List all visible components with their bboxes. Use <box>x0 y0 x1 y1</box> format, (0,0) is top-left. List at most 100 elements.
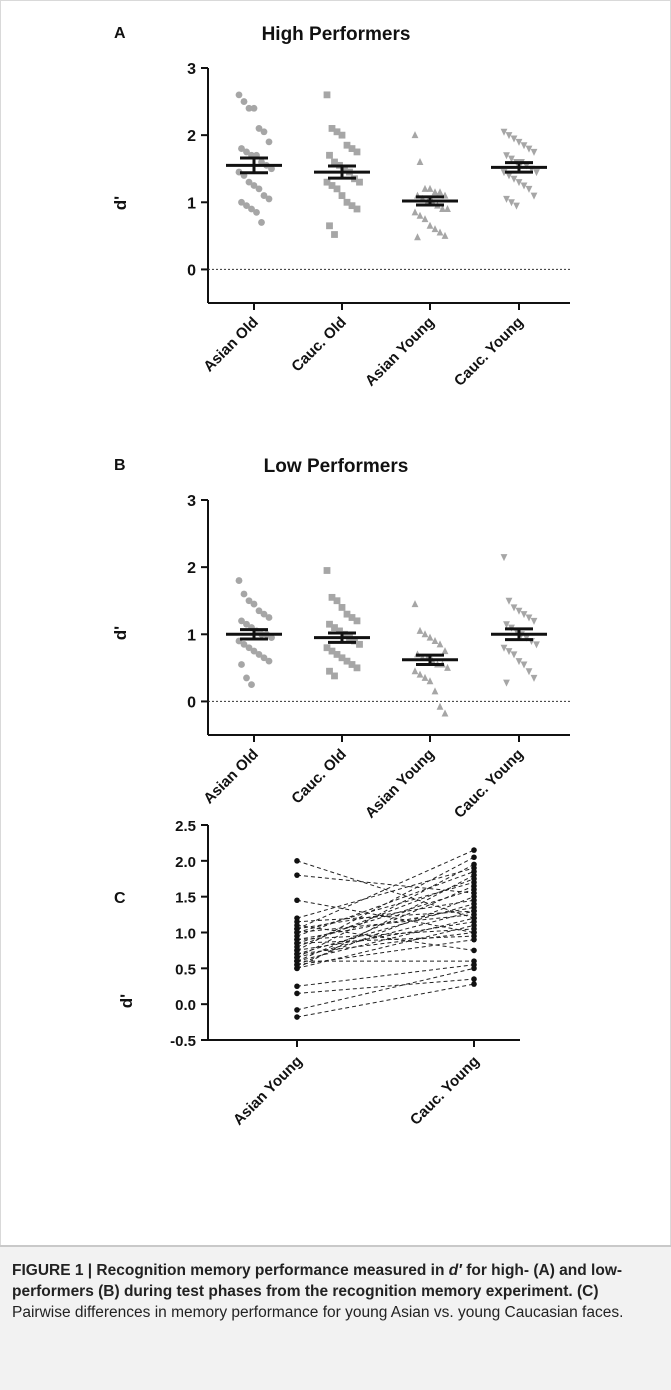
caption-bold-italic: d′ <box>448 1262 462 1279</box>
y-tick-label: 0 <box>187 262 196 279</box>
data-point-asian-young <box>294 872 300 878</box>
data-point <box>255 651 263 658</box>
paired-line <box>296 983 475 1018</box>
paired-line <box>296 863 475 959</box>
data-point <box>333 597 341 605</box>
data-point <box>441 709 449 717</box>
y-tick-label: 0 <box>187 694 196 711</box>
data-point <box>510 175 518 183</box>
data-point <box>255 607 263 615</box>
paired-line <box>296 867 475 919</box>
data-point-asian-young <box>294 990 300 997</box>
data-point <box>250 647 258 655</box>
data-point <box>328 647 336 655</box>
data-point <box>323 644 331 652</box>
panel-c-ylabel: d' <box>117 994 136 1008</box>
data-point <box>328 593 336 601</box>
data-point <box>331 624 338 631</box>
data-point <box>411 600 419 608</box>
data-point <box>421 215 429 223</box>
x-tick-label: Asian Young <box>230 1053 306 1129</box>
data-point-asian-young <box>294 897 300 904</box>
data-point-cauc-young <box>471 883 477 889</box>
data-point <box>331 158 338 166</box>
paired-line <box>296 889 475 944</box>
data-point <box>356 178 363 186</box>
y-tick-label: 0.5 <box>175 961 196 978</box>
data-point <box>520 611 528 619</box>
data-point <box>444 663 451 671</box>
caption-bold-tail: for high- (A) and low-performers (B) dur… <box>12 1262 623 1300</box>
caption-panel-c-ref: (C) <box>572 1283 599 1300</box>
data-point <box>520 182 528 190</box>
data-point-cauc-young <box>471 901 477 907</box>
paired-line <box>296 935 475 944</box>
paired-line <box>296 896 475 966</box>
paired-line <box>296 910 475 959</box>
data-point <box>338 654 346 662</box>
data-point <box>353 664 361 672</box>
paired-line <box>296 903 475 955</box>
data-point <box>503 152 510 160</box>
data-point <box>416 211 424 219</box>
paired-line <box>296 849 475 930</box>
y-tick-label: 2.5 <box>175 818 196 835</box>
data-point <box>348 202 356 210</box>
data-point <box>503 195 510 203</box>
data-point <box>356 640 363 648</box>
paired-line <box>296 967 475 1011</box>
data-point <box>421 184 429 192</box>
data-point <box>258 219 265 226</box>
data-point <box>338 131 346 139</box>
data-point <box>421 630 429 638</box>
data-point <box>348 661 356 668</box>
data-point <box>505 132 513 140</box>
data-point <box>439 205 446 212</box>
data-point <box>235 577 243 584</box>
data-point <box>333 128 341 136</box>
paired-line <box>296 874 475 969</box>
data-point <box>268 165 275 173</box>
y-tick-label: 1.0 <box>175 926 196 943</box>
data-point <box>323 567 331 574</box>
data-point <box>503 679 510 687</box>
data-point-cauc-young <box>471 915 477 921</box>
data-point <box>441 647 449 655</box>
data-point <box>250 600 258 608</box>
data-point <box>530 192 538 200</box>
data-point <box>500 128 508 136</box>
data-point <box>243 620 250 628</box>
data-point <box>331 672 338 680</box>
data-point-cauc-young <box>471 929 477 936</box>
figure-caption: FIGURE 1 | Recognition memory performanc… <box>12 1260 660 1323</box>
data-point <box>341 165 348 173</box>
y-tick-label: 3 <box>187 493 196 510</box>
data-point <box>525 614 533 622</box>
y-tick-label: 2.0 <box>175 854 196 871</box>
data-point-asian-young <box>294 858 300 864</box>
y-tick-label: 2 <box>187 560 196 577</box>
data-point <box>353 617 361 625</box>
data-point <box>441 231 449 239</box>
data-point <box>348 145 356 152</box>
data-point <box>500 554 508 562</box>
data-point <box>515 658 523 666</box>
y-tick-label: 2 <box>187 128 196 145</box>
data-point-asian-young <box>294 983 300 990</box>
paired-line <box>296 932 475 955</box>
data-point <box>414 233 421 241</box>
data-point <box>421 673 429 681</box>
data-point <box>525 668 533 676</box>
data-point <box>331 231 338 238</box>
data-point-cauc-young <box>471 872 477 878</box>
data-point <box>436 188 444 196</box>
y-tick-label: 1.5 <box>175 890 196 907</box>
data-point <box>411 208 419 216</box>
data-point-cauc-young <box>471 947 477 954</box>
data-point <box>245 597 253 605</box>
paired-line <box>296 939 475 966</box>
paired-line <box>296 978 475 994</box>
data-point <box>238 617 245 625</box>
